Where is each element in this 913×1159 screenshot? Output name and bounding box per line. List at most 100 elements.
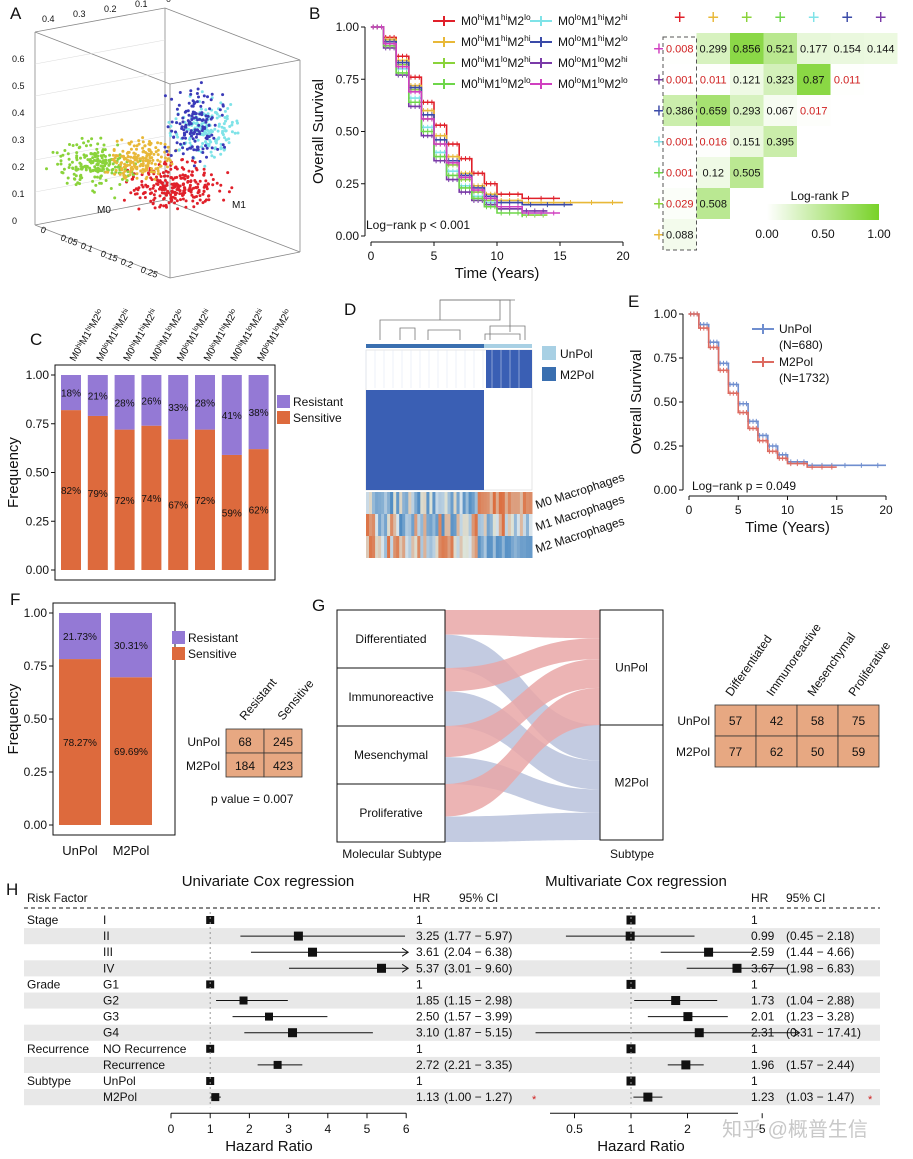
scatter-point bbox=[225, 117, 229, 121]
scatter-point bbox=[129, 155, 133, 159]
scatter-point bbox=[195, 186, 198, 190]
cluster-block-1 bbox=[366, 390, 484, 490]
heatmap-cell bbox=[432, 492, 436, 514]
axis-name-m1: M1 bbox=[232, 200, 246, 211]
row-stripe bbox=[24, 992, 880, 1009]
y-tick-label: 0.50 bbox=[336, 125, 360, 139]
row-hr-uni: 2.50 bbox=[416, 1010, 440, 1024]
scatter-point bbox=[68, 163, 72, 167]
category-label-part: lo bbox=[262, 341, 271, 349]
scatter-point bbox=[230, 120, 234, 124]
bar-resistant bbox=[141, 375, 162, 426]
matrix-cell bbox=[663, 33, 697, 64]
cluster-block-2 bbox=[486, 350, 532, 388]
heatmap-cell bbox=[522, 492, 527, 514]
sankey-node-label: Immunoreactive bbox=[348, 690, 434, 704]
scatter-point bbox=[201, 151, 205, 154]
scatter-point bbox=[200, 113, 204, 117]
heatmap-cell bbox=[393, 536, 397, 558]
scatter-point bbox=[205, 146, 209, 150]
scatter-point bbox=[156, 141, 160, 145]
matrix-cell-value: 0.001 bbox=[666, 168, 694, 180]
matrix-cell bbox=[663, 188, 697, 219]
scatter-point bbox=[125, 179, 129, 182]
row-marker: + bbox=[653, 132, 665, 154]
heatmap-cell bbox=[372, 536, 376, 558]
hr-point-multi bbox=[694, 1028, 704, 1038]
category-label-part: M0 bbox=[175, 346, 192, 364]
table-cell-value: 68 bbox=[238, 735, 252, 749]
legend-label: M2Pol bbox=[560, 368, 594, 382]
scatter-point bbox=[191, 104, 195, 108]
bar-resistant bbox=[168, 375, 189, 440]
watermark: 知乎 @概普生信 bbox=[722, 1118, 868, 1141]
legend-entry-part: lo bbox=[621, 75, 628, 85]
row-level: G1 bbox=[103, 977, 119, 991]
scatter-point bbox=[197, 95, 200, 99]
category-label-part: hi bbox=[148, 307, 157, 316]
legend-entry-part: hi bbox=[524, 33, 531, 43]
heatmap-cell bbox=[495, 492, 500, 514]
matrix-cell bbox=[730, 33, 764, 64]
scatter-point bbox=[178, 184, 182, 188]
scatter-point bbox=[174, 130, 177, 134]
hr-point-multi bbox=[732, 963, 742, 973]
scatter-point bbox=[221, 93, 225, 97]
heatmap-cell bbox=[408, 514, 412, 536]
heatmap-cell bbox=[420, 536, 424, 558]
x-tick-label-uni: 3 bbox=[285, 1122, 292, 1136]
scatter-point bbox=[115, 139, 119, 143]
scatter-point bbox=[150, 178, 154, 182]
scatter-point bbox=[149, 150, 153, 154]
heatmap-cell bbox=[411, 492, 415, 514]
x-tick-label-uni: 4 bbox=[324, 1122, 331, 1136]
scatter-point bbox=[143, 144, 147, 148]
legend-entry-part: lo bbox=[575, 75, 582, 85]
legend-swatch bbox=[542, 346, 556, 360]
scatter-point bbox=[92, 190, 96, 194]
scatter-point bbox=[179, 176, 183, 180]
legend-label: UnPol bbox=[779, 322, 812, 336]
scatter-point bbox=[88, 166, 92, 170]
scatter-point bbox=[136, 160, 140, 164]
table-row-header: UnPol bbox=[677, 714, 710, 728]
scatter-point bbox=[168, 131, 172, 135]
scatter-point bbox=[146, 171, 150, 175]
legend-swatch bbox=[277, 395, 290, 408]
scatter-point bbox=[214, 146, 217, 150]
scatter-point bbox=[111, 167, 115, 171]
cube-edge bbox=[169, 59, 301, 85]
scatter-point bbox=[148, 159, 152, 163]
scatter-point bbox=[190, 134, 193, 138]
legend-entry-part: M0 bbox=[461, 56, 478, 70]
legend-entry: M0hiM1hiM2hi bbox=[461, 33, 531, 49]
scatter-point bbox=[170, 176, 173, 179]
matrix-cell-value: 0.293 bbox=[733, 106, 761, 118]
matrix-cell-value: 0.017 bbox=[800, 106, 828, 118]
legend-entry: M0hiM1loM2hi bbox=[461, 54, 531, 70]
heatmap-cell bbox=[384, 492, 388, 514]
panel-label-f: F bbox=[10, 590, 21, 609]
scatter-point bbox=[81, 165, 85, 169]
legend-entry: M0hiM1loM2lo bbox=[461, 75, 531, 91]
table-cell bbox=[755, 735, 798, 768]
header-ci-multi: 95% CI bbox=[786, 891, 825, 905]
scatter-point bbox=[91, 179, 95, 183]
table-cell bbox=[263, 752, 303, 778]
category-label: UnPol bbox=[62, 843, 98, 858]
table-row-header: M2Pol bbox=[186, 759, 220, 773]
scatter-point bbox=[159, 175, 163, 178]
scatter-point bbox=[141, 156, 145, 160]
scatter-point bbox=[135, 167, 139, 171]
matrix-cell bbox=[830, 64, 864, 95]
table-cell-value: 42 bbox=[770, 714, 784, 728]
table-cell bbox=[837, 704, 880, 737]
scatter-point bbox=[209, 117, 213, 121]
row-marker: + bbox=[653, 39, 665, 61]
scatter-point bbox=[103, 148, 107, 152]
y-axis-label: Overall Survival bbox=[628, 349, 645, 454]
heatmap-cell bbox=[474, 514, 479, 536]
scatter-point bbox=[75, 156, 79, 160]
tick-label-bottom: 0.15 bbox=[99, 248, 119, 263]
heatmap-cell bbox=[447, 492, 451, 514]
